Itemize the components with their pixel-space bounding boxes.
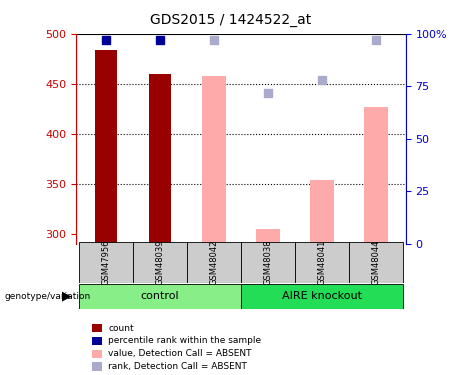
Text: GSM48038: GSM48038 — [263, 240, 272, 285]
Text: genotype/variation: genotype/variation — [5, 292, 91, 301]
Text: GSM48039: GSM48039 — [155, 240, 164, 285]
Bar — [149, 74, 171, 244]
Bar — [79, 242, 133, 283]
Text: GSM48042: GSM48042 — [209, 240, 219, 285]
Text: value, Detection Call = ABSENT: value, Detection Call = ABSENT — [108, 349, 252, 358]
Bar — [349, 242, 403, 283]
Bar — [295, 242, 349, 283]
Bar — [95, 50, 117, 244]
Text: GSM48044: GSM48044 — [372, 240, 380, 285]
Text: percentile rank within the sample: percentile rank within the sample — [108, 336, 261, 345]
Text: GSM47956: GSM47956 — [101, 240, 110, 285]
Text: rank, Detection Call = ABSENT: rank, Detection Call = ABSENT — [108, 362, 247, 371]
Text: GSM48041: GSM48041 — [318, 240, 326, 285]
Text: control: control — [141, 291, 179, 301]
Bar — [310, 180, 334, 244]
Bar — [202, 76, 226, 244]
Bar — [241, 242, 295, 283]
Text: AIRE knockout: AIRE knockout — [282, 291, 362, 301]
Bar — [256, 229, 280, 244]
Bar — [133, 242, 187, 283]
Text: count: count — [108, 324, 134, 333]
Bar — [79, 284, 241, 309]
Text: GDS2015 / 1424522_at: GDS2015 / 1424522_at — [150, 13, 311, 27]
Text: ▶: ▶ — [62, 290, 71, 303]
Bar — [241, 284, 403, 309]
Bar — [187, 242, 241, 283]
Bar — [364, 107, 388, 244]
